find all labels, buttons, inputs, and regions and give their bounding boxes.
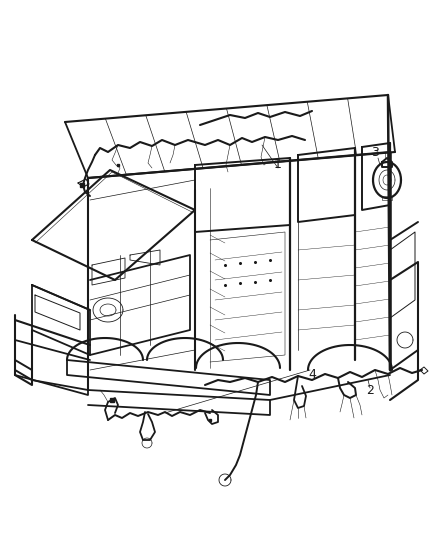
Text: 3: 3 bbox=[371, 147, 379, 159]
Text: 2: 2 bbox=[366, 384, 374, 397]
Text: 1: 1 bbox=[274, 158, 282, 172]
Text: 4: 4 bbox=[308, 368, 316, 382]
